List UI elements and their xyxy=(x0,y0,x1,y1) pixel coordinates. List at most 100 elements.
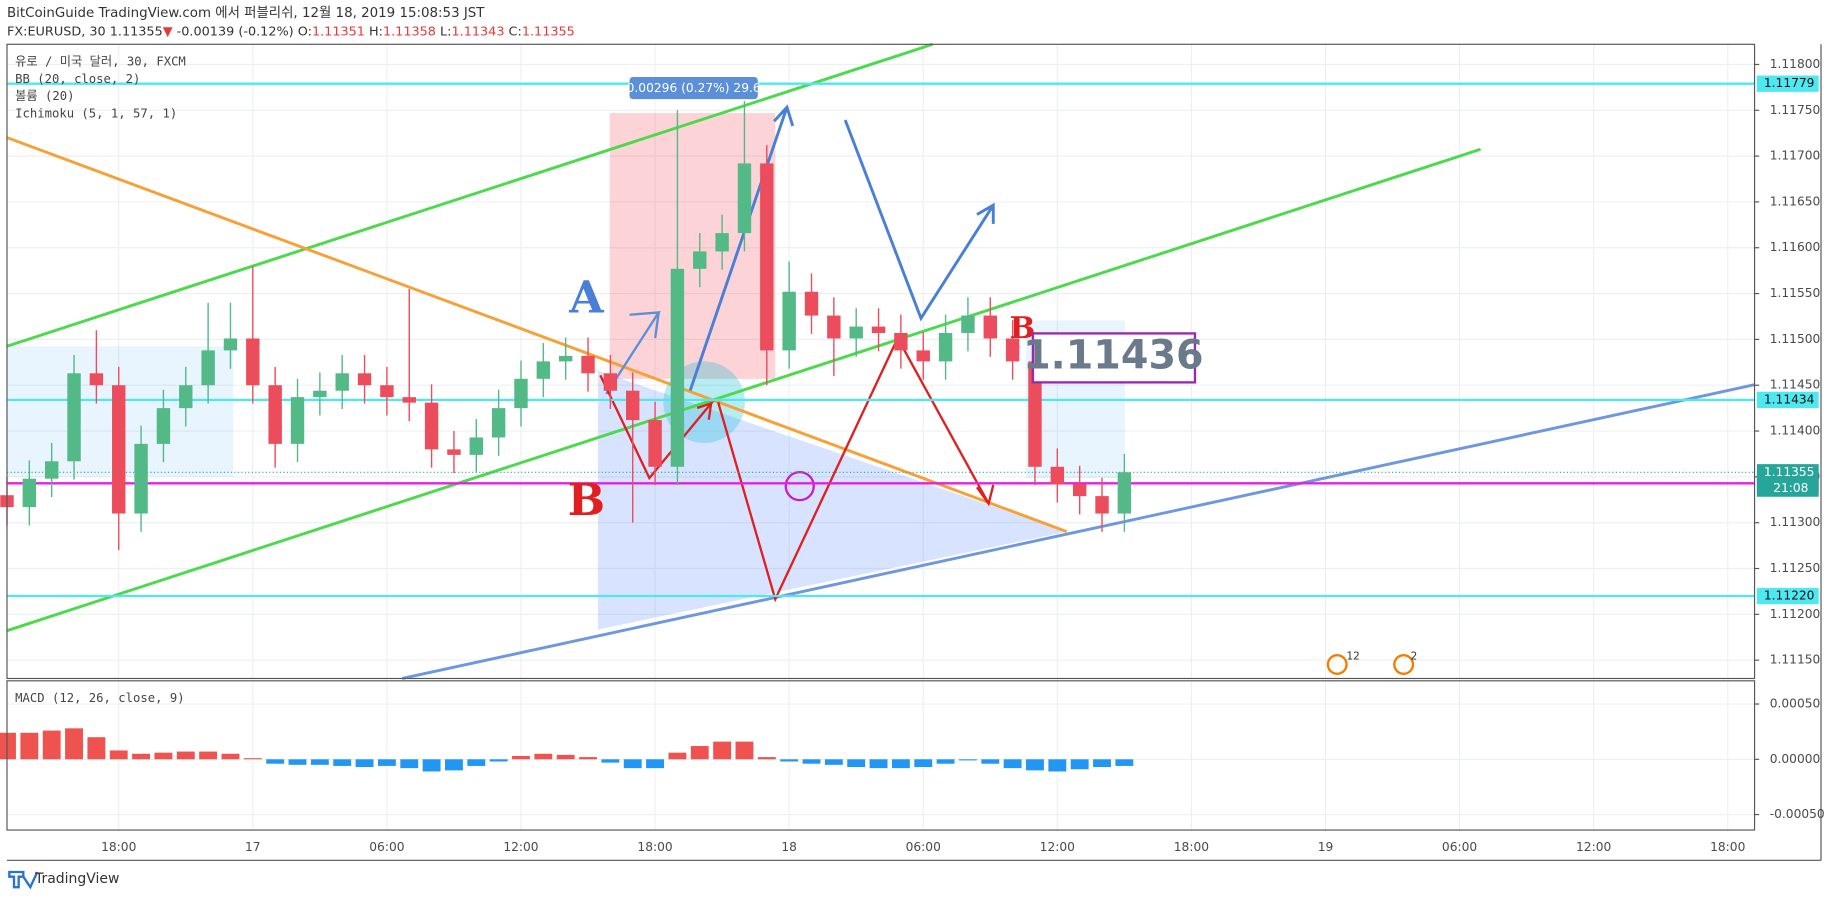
event-icon[interactable] xyxy=(1393,654,1415,675)
candle-body xyxy=(402,397,416,403)
macd-bar xyxy=(646,759,665,769)
candle-body xyxy=(1095,496,1109,514)
y-tick-label: 1.11300 xyxy=(1770,515,1821,529)
macd-bar xyxy=(847,759,866,768)
candle-body xyxy=(849,326,863,339)
x-tick-label: 06:00 xyxy=(369,840,404,854)
y-tick-label: -0.00050 xyxy=(1770,807,1825,821)
candle-body xyxy=(290,397,305,444)
channel-line xyxy=(6,42,934,348)
macd-bar xyxy=(199,751,218,760)
x-tick-label: 12:00 xyxy=(503,840,538,854)
y-tick-label: 1.11250 xyxy=(1770,561,1821,575)
macd-bar xyxy=(757,757,776,760)
candle-body xyxy=(715,233,729,252)
candle-body xyxy=(670,268,685,467)
series xyxy=(0,82,1755,772)
y-tick-label: 1.11150 xyxy=(1770,653,1821,667)
macd-bar xyxy=(20,732,39,760)
y-tick-label: 1.11500 xyxy=(1770,332,1821,346)
candle-body xyxy=(156,408,171,444)
candle-body xyxy=(581,355,595,374)
candle-body xyxy=(44,461,59,479)
y-tick-label: 1.11650 xyxy=(1770,194,1821,208)
event-count[interactable]: 2 xyxy=(1411,650,1418,662)
header-line: FX:EURUSD, 30 1.11355▼ -0.00139 (-0.12%)… xyxy=(7,24,575,39)
callout-text: 1.11436 xyxy=(1023,332,1203,378)
macd-bar xyxy=(333,759,352,766)
measure-label-bg xyxy=(629,76,758,100)
macd-bar xyxy=(1115,759,1134,766)
macd-bar xyxy=(422,759,441,772)
macd-bar xyxy=(467,759,486,766)
candle-body xyxy=(223,338,238,351)
candle-body xyxy=(1117,472,1132,514)
change: -0.00139 (-0.12%) xyxy=(177,24,294,39)
candle-body xyxy=(268,385,282,444)
x-tick-label: 19 xyxy=(1318,840,1334,854)
y-tick-label: 1.11200 xyxy=(1770,607,1821,621)
y-tick-label: 1.11450 xyxy=(1770,378,1821,392)
y-tick-label: 1.11750 xyxy=(1770,103,1821,117)
x-tick-label: 12:00 xyxy=(1576,840,1611,854)
wave-label: A xyxy=(568,271,604,323)
drawings xyxy=(6,42,1755,680)
macd-bar xyxy=(221,753,240,760)
legend-item: 볼륨 (20) xyxy=(15,89,74,103)
candle-body xyxy=(357,373,372,386)
x-tick-label: 18:00 xyxy=(1174,840,1209,854)
legend-item: BB (20, close, 2) xyxy=(15,72,140,86)
macd-bar xyxy=(512,755,530,760)
ohlc-value: 1.11358 xyxy=(383,24,436,39)
candle-body xyxy=(89,373,104,386)
price-tag-time: 21:08 xyxy=(1773,481,1808,495)
measure-area xyxy=(609,113,776,379)
macd-bar xyxy=(579,757,597,760)
arrow xyxy=(843,119,995,322)
candle-body xyxy=(648,420,662,467)
triangle-area xyxy=(598,370,1067,630)
macd-bar xyxy=(1003,759,1022,769)
measure-label: 0.00296 (0.27%) 29.6 xyxy=(627,81,761,95)
legend-item: Ichimoku (5, 1, 57, 1) xyxy=(15,107,177,121)
macd-bar xyxy=(0,732,16,760)
change-arrow: ▼ xyxy=(163,24,173,39)
candle-body xyxy=(1028,361,1042,467)
candle-body xyxy=(961,315,975,333)
macd-bar xyxy=(87,737,106,760)
candle-body xyxy=(22,478,37,508)
macd-bar xyxy=(914,759,933,768)
macd-bar xyxy=(176,751,195,760)
y-tick-label: 1.11550 xyxy=(1770,286,1821,300)
y-tick-label: 0.00050 xyxy=(1770,697,1821,711)
macd-bar xyxy=(288,759,307,765)
wave-label: B xyxy=(1010,311,1036,346)
price-pane xyxy=(6,43,1756,680)
support-line xyxy=(401,383,1755,680)
event-icon[interactable] xyxy=(1326,654,1348,675)
x-tick-label: 12:00 xyxy=(1040,840,1075,854)
macd-bar xyxy=(310,759,329,765)
candle-body xyxy=(201,350,215,386)
ohlc-key: H: xyxy=(369,24,383,39)
candle-body xyxy=(380,385,394,398)
candle-body xyxy=(246,338,260,386)
event-count[interactable]: 12 xyxy=(1347,650,1360,662)
candle-body xyxy=(804,291,819,316)
macd-bar xyxy=(958,759,977,761)
candle-body xyxy=(335,373,349,391)
macd-title: MACD (12, 26, close, 9) xyxy=(15,691,184,705)
macd-bar xyxy=(109,750,128,760)
x-tick-label: 18:00 xyxy=(637,840,672,854)
candle-body xyxy=(424,402,439,450)
callout-box xyxy=(1031,332,1197,384)
candle-body xyxy=(558,355,573,362)
macd-bar xyxy=(623,759,642,769)
symbol: FX:EURUSD, 30 xyxy=(7,24,106,39)
candle-body xyxy=(916,350,930,362)
macd-bar xyxy=(1070,759,1089,770)
ohlc-value: 1.11343 xyxy=(452,24,505,39)
candle-body xyxy=(737,163,752,234)
